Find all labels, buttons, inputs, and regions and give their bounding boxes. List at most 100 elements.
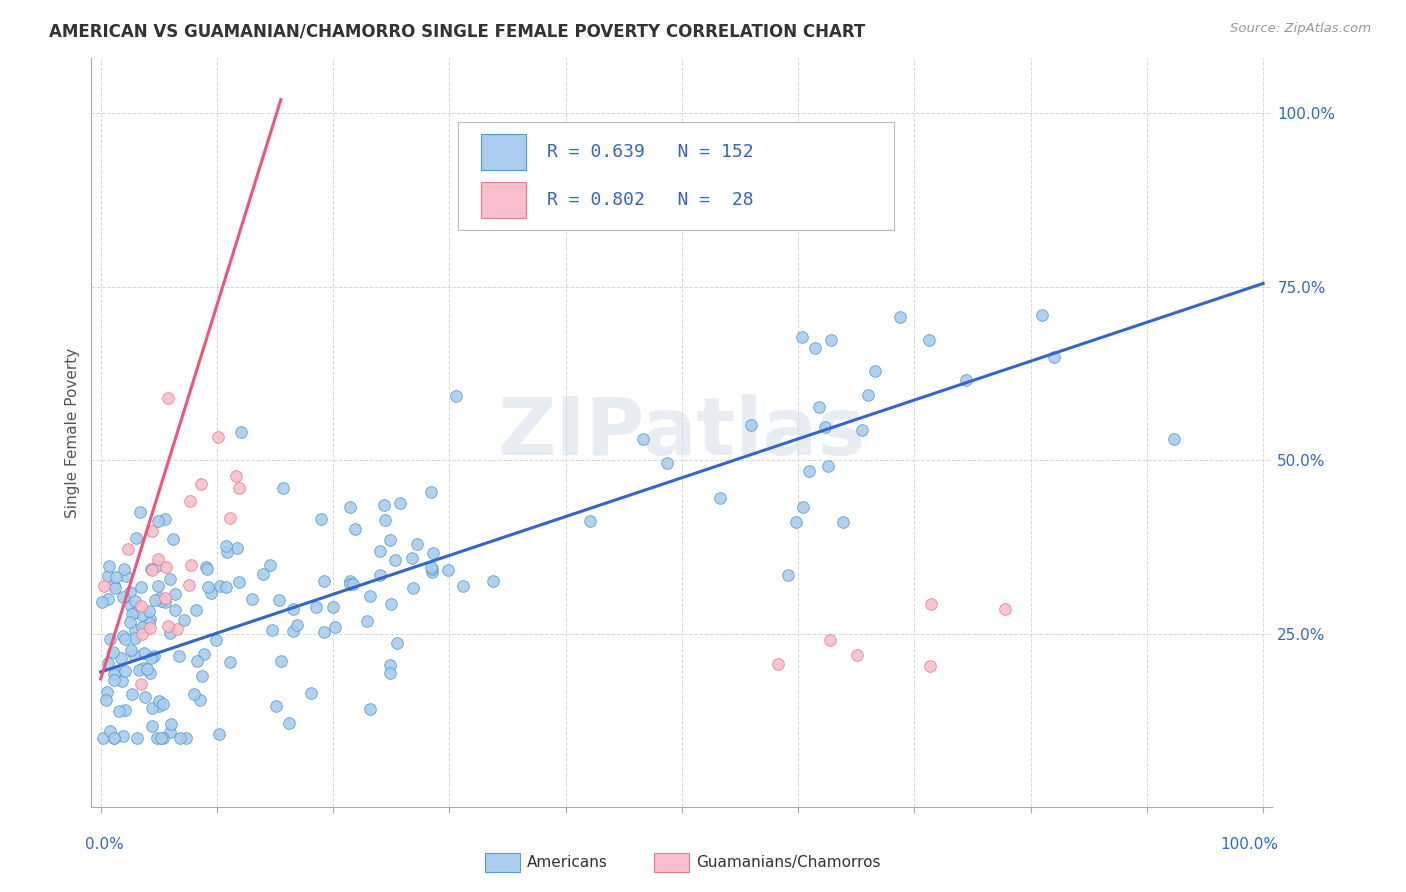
- Point: [225, 469, 247, 483]
- Point: [264, 698, 287, 713]
- Point: [863, 364, 886, 378]
- Point: [312, 625, 335, 640]
- Point: [169, 731, 191, 745]
- Point: [114, 568, 136, 582]
- Point: [270, 654, 292, 668]
- Point: [180, 558, 202, 572]
- Point: [709, 491, 731, 505]
- Point: [131, 620, 153, 634]
- Point: [120, 599, 142, 613]
- Point: [145, 731, 167, 745]
- Point: [103, 645, 125, 659]
- Point: [807, 400, 830, 414]
- Point: [132, 619, 155, 633]
- Point: [103, 666, 125, 681]
- Point: [163, 603, 186, 617]
- Point: [90, 595, 112, 609]
- Point: [388, 496, 411, 510]
- Point: [305, 599, 328, 614]
- Point: [94, 693, 117, 707]
- Point: [197, 580, 219, 594]
- Point: [159, 725, 181, 739]
- Point: [124, 594, 146, 608]
- Point: [278, 716, 301, 731]
- Point: [803, 341, 825, 355]
- Point: [134, 690, 156, 704]
- Point: [578, 514, 600, 528]
- Point: [271, 481, 294, 495]
- Point: [121, 687, 143, 701]
- Point: [117, 541, 139, 556]
- Point: [98, 723, 121, 738]
- Point: [339, 574, 361, 588]
- Point: [380, 533, 402, 548]
- Point: [108, 704, 131, 718]
- Point: [139, 612, 162, 626]
- Point: [817, 458, 839, 473]
- Point: [167, 649, 190, 664]
- Point: [299, 686, 322, 700]
- Point: [184, 603, 207, 617]
- Point: [159, 717, 181, 731]
- Point: [325, 620, 347, 634]
- Point: [135, 662, 157, 676]
- Text: R = 0.639   N = 152: R = 0.639 N = 152: [547, 144, 754, 161]
- Point: [1031, 308, 1053, 322]
- Point: [260, 624, 283, 638]
- Point: [166, 622, 188, 636]
- Point: [132, 646, 155, 660]
- Point: [387, 636, 409, 650]
- Point: [188, 693, 211, 707]
- Point: [162, 532, 184, 546]
- Point: [156, 619, 179, 633]
- Point: [195, 561, 218, 575]
- Text: 100.0%: 100.0%: [1220, 838, 1278, 852]
- Point: [359, 589, 381, 603]
- Point: [155, 511, 177, 525]
- Text: AMERICAN VS GUAMANIAN/CHAMORRO SINGLE FEMALE POVERTY CORRELATION CHART: AMERICAN VS GUAMANIAN/CHAMORRO SINGLE FE…: [49, 22, 866, 40]
- Point: [402, 581, 425, 595]
- Point: [368, 568, 391, 582]
- Point: [259, 558, 281, 572]
- Point: [122, 648, 145, 662]
- Point: [420, 485, 443, 500]
- Point: [851, 423, 873, 437]
- Point: [179, 494, 201, 508]
- Point: [150, 731, 173, 745]
- Point: [269, 592, 291, 607]
- Point: [155, 560, 177, 574]
- Point: [131, 627, 153, 641]
- Point: [405, 537, 427, 551]
- Point: [129, 580, 152, 594]
- Point: [422, 546, 444, 560]
- Point: [96, 656, 118, 670]
- Point: [218, 655, 240, 669]
- Point: [785, 515, 807, 529]
- Point: [131, 608, 153, 623]
- Point: [374, 514, 396, 528]
- Point: [114, 632, 136, 646]
- Point: [139, 621, 162, 635]
- Point: [797, 464, 820, 478]
- Point: [127, 731, 149, 745]
- Point: [97, 591, 120, 606]
- Point: [322, 600, 344, 615]
- Point: [156, 391, 179, 405]
- Point: [129, 599, 152, 613]
- Point: [228, 481, 250, 495]
- Point: [93, 579, 115, 593]
- Point: [373, 498, 395, 512]
- Point: [186, 654, 208, 668]
- Point: [845, 648, 868, 663]
- Point: [146, 551, 169, 566]
- Point: [138, 604, 160, 618]
- Point: [174, 731, 197, 745]
- Point: [1163, 432, 1185, 446]
- Point: [104, 581, 127, 595]
- Point: [920, 659, 942, 673]
- Point: [219, 511, 242, 525]
- Point: [918, 333, 941, 347]
- Point: [143, 648, 166, 663]
- Text: Guamanians/Chamorros: Guamanians/Chamorros: [696, 855, 880, 870]
- Point: [368, 544, 391, 558]
